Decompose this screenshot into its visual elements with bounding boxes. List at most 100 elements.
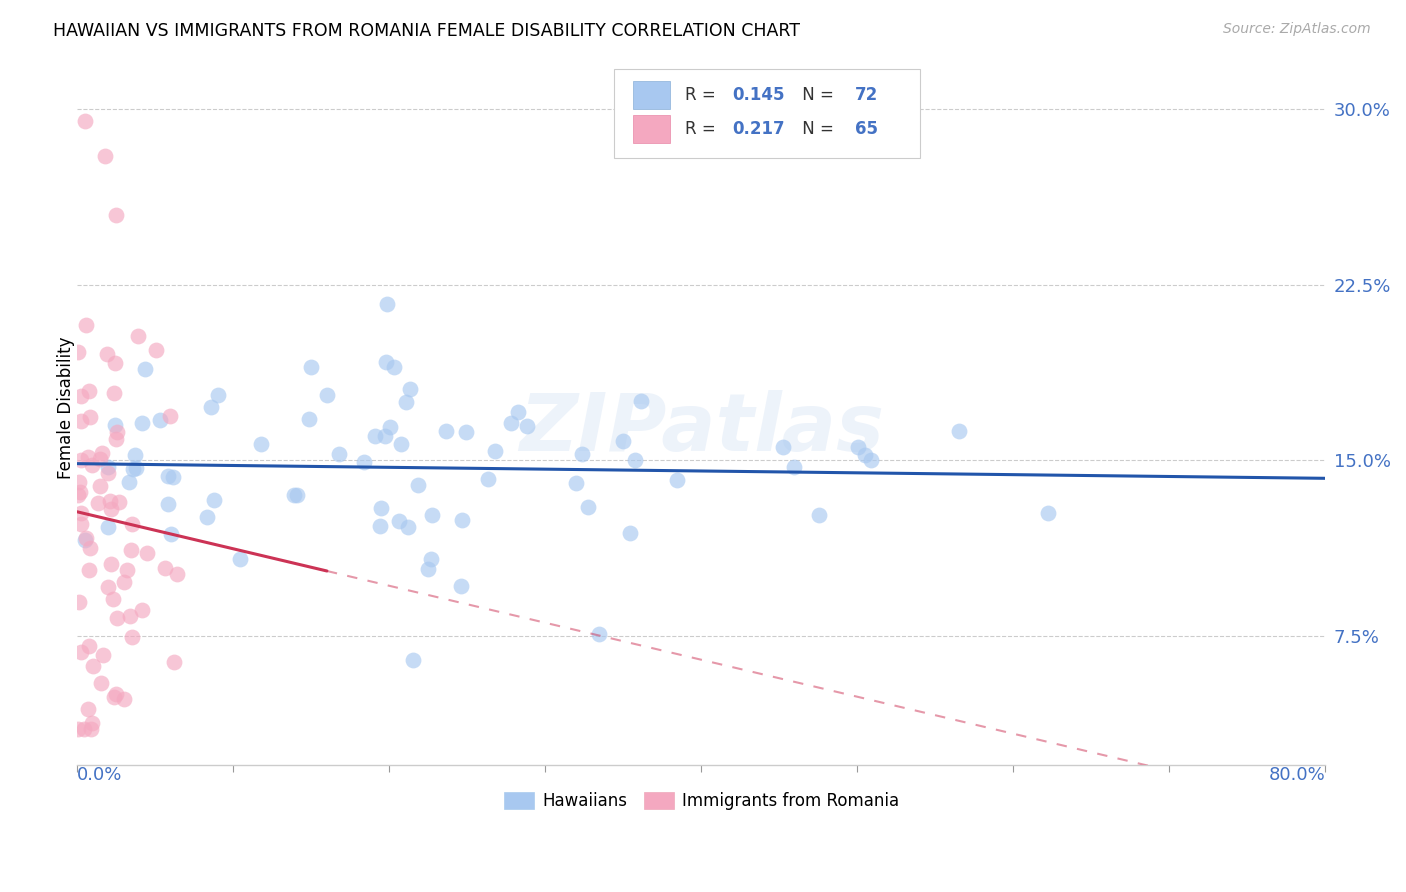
Point bbox=[82, 659, 104, 673]
Point bbox=[70, 645, 93, 659]
Point bbox=[249, 436, 271, 450]
Point bbox=[149, 413, 172, 427]
Point bbox=[77, 563, 100, 577]
Point bbox=[103, 386, 125, 401]
Point bbox=[80, 715, 103, 730]
Point bbox=[328, 447, 350, 461]
Point bbox=[374, 429, 396, 443]
Point bbox=[565, 475, 588, 490]
Point bbox=[108, 495, 131, 509]
Point bbox=[70, 517, 93, 532]
Text: ZIPatlas: ZIPatlas bbox=[519, 390, 884, 468]
Text: 72: 72 bbox=[855, 86, 877, 104]
Point bbox=[772, 440, 794, 454]
Point bbox=[121, 630, 143, 644]
Point bbox=[89, 452, 111, 467]
Point bbox=[499, 417, 522, 431]
Point bbox=[104, 417, 127, 432]
Point bbox=[389, 436, 412, 450]
Point bbox=[70, 414, 93, 428]
FancyBboxPatch shape bbox=[614, 69, 920, 158]
FancyBboxPatch shape bbox=[633, 115, 671, 144]
Text: 0.217: 0.217 bbox=[733, 120, 785, 138]
Point bbox=[94, 149, 117, 163]
Point bbox=[112, 574, 135, 589]
Point bbox=[67, 488, 90, 502]
Point bbox=[156, 469, 179, 483]
Point bbox=[853, 448, 876, 462]
Point bbox=[782, 460, 804, 475]
Point bbox=[157, 497, 180, 511]
Point bbox=[124, 448, 146, 462]
Point bbox=[374, 355, 396, 369]
Point bbox=[105, 425, 128, 439]
Point bbox=[450, 579, 472, 593]
Text: Source: ZipAtlas.com: Source: ZipAtlas.com bbox=[1223, 22, 1371, 37]
Point bbox=[96, 347, 118, 361]
Point bbox=[484, 444, 506, 458]
Text: R =: R = bbox=[685, 86, 721, 104]
Point bbox=[588, 626, 610, 640]
Point bbox=[163, 655, 186, 669]
Point bbox=[195, 509, 218, 524]
Point bbox=[97, 466, 120, 480]
Point bbox=[159, 409, 181, 423]
Point bbox=[66, 723, 89, 737]
Point bbox=[112, 692, 135, 706]
Point bbox=[115, 563, 138, 577]
Point bbox=[70, 507, 93, 521]
Point bbox=[666, 473, 689, 487]
Point bbox=[127, 329, 149, 343]
Point bbox=[97, 520, 120, 534]
Point bbox=[97, 580, 120, 594]
Point bbox=[571, 447, 593, 461]
Point bbox=[1036, 506, 1059, 520]
Point bbox=[100, 501, 122, 516]
Point bbox=[434, 425, 457, 439]
Point bbox=[67, 475, 90, 489]
Point bbox=[298, 412, 321, 426]
Point bbox=[135, 546, 157, 560]
Point bbox=[456, 425, 478, 439]
Point bbox=[630, 393, 652, 408]
Point bbox=[120, 543, 142, 558]
Point bbox=[418, 562, 440, 576]
Point bbox=[406, 477, 429, 491]
Point bbox=[90, 675, 112, 690]
Point bbox=[166, 566, 188, 581]
Point bbox=[105, 207, 128, 221]
Point bbox=[80, 723, 103, 737]
Point bbox=[395, 394, 418, 409]
Point bbox=[316, 388, 339, 402]
Point bbox=[364, 429, 387, 443]
Point bbox=[207, 388, 229, 402]
Point bbox=[77, 702, 100, 716]
Text: 0.0%: 0.0% bbox=[77, 766, 122, 784]
Point bbox=[402, 653, 425, 667]
Point bbox=[75, 318, 97, 332]
Text: R =: R = bbox=[685, 120, 721, 138]
Point bbox=[477, 472, 499, 486]
Point bbox=[131, 603, 153, 617]
Point bbox=[378, 420, 401, 434]
Point bbox=[75, 114, 97, 128]
Point bbox=[624, 452, 647, 467]
Point bbox=[388, 514, 411, 528]
Point bbox=[104, 356, 127, 370]
Point bbox=[66, 344, 89, 359]
Point bbox=[859, 452, 882, 467]
Text: 65: 65 bbox=[855, 120, 877, 138]
Point bbox=[382, 359, 405, 374]
Point bbox=[516, 418, 538, 433]
Point bbox=[75, 531, 97, 545]
Point bbox=[287, 488, 309, 502]
Point bbox=[155, 561, 177, 575]
Point bbox=[69, 485, 91, 500]
Point bbox=[506, 405, 529, 419]
Point bbox=[145, 343, 167, 357]
Point bbox=[576, 500, 599, 514]
Text: N =: N = bbox=[797, 120, 839, 138]
Point bbox=[91, 648, 114, 662]
Y-axis label: Female Disability: Female Disability bbox=[58, 336, 75, 479]
Point bbox=[76, 450, 98, 464]
